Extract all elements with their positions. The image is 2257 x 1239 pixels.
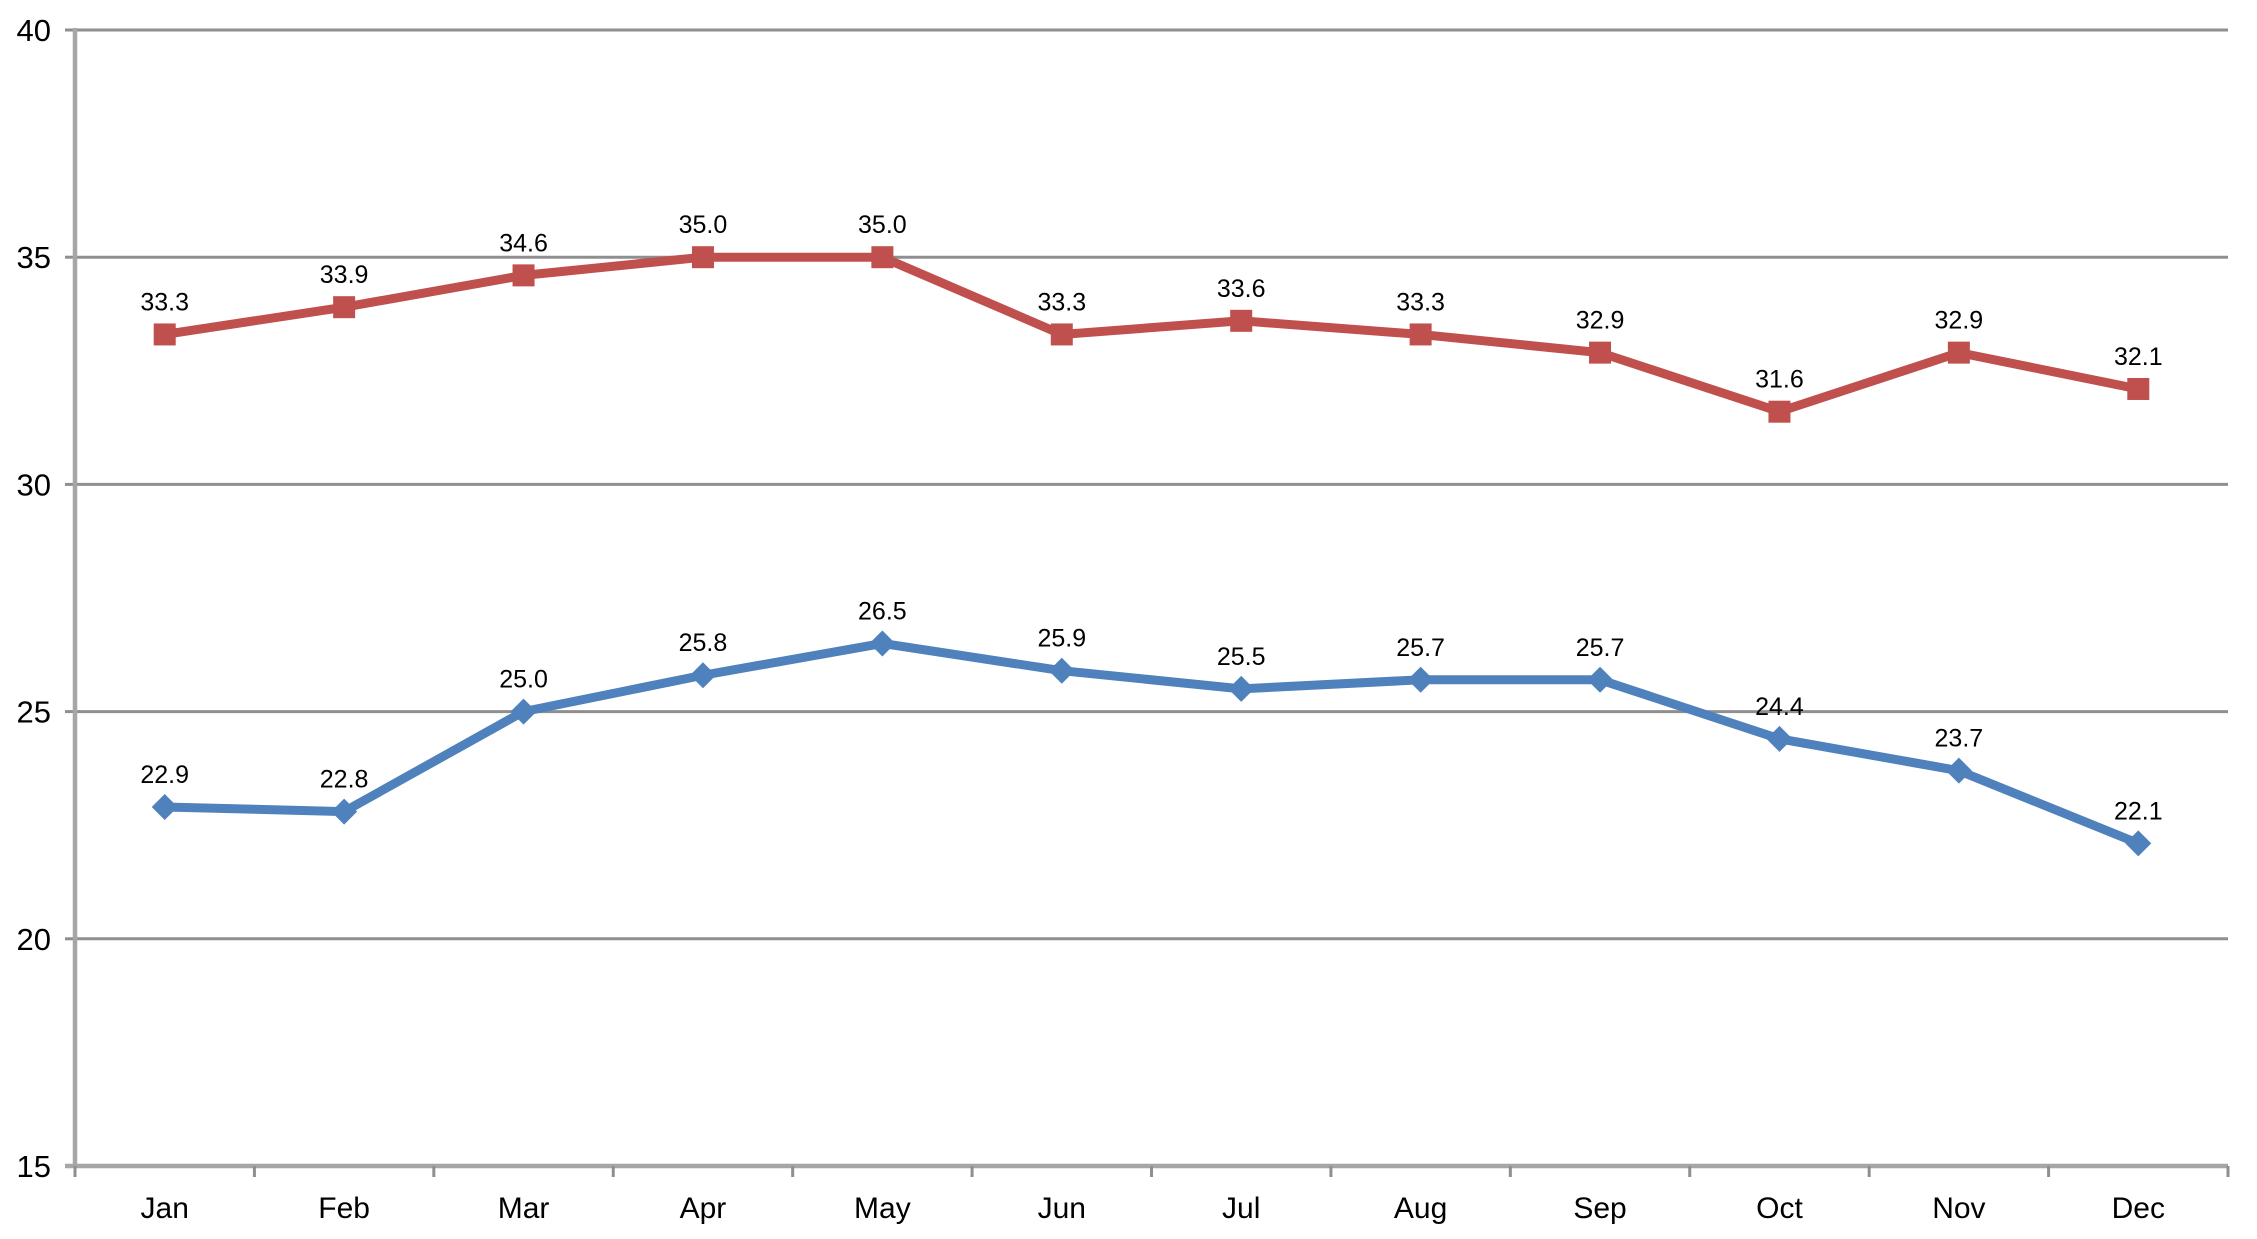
y-axis-tick-label: 25 bbox=[17, 695, 51, 730]
x-axis-category-label: Oct bbox=[1756, 1192, 1803, 1225]
y-axis-tick-label: 15 bbox=[17, 1149, 51, 1184]
upper-red-series-marker bbox=[153, 323, 176, 346]
x-axis-category-label: Jun bbox=[1038, 1192, 1086, 1225]
lower-blue-series-data-label: 25.5 bbox=[1217, 643, 1266, 671]
lower-blue-series-data-label: 22.9 bbox=[140, 761, 189, 789]
lower-blue-series-data-label: 22.1 bbox=[2114, 797, 2163, 825]
lower-blue-series-marker bbox=[2125, 830, 2152, 857]
upper-red-series-marker bbox=[691, 246, 714, 269]
upper-red-series-marker bbox=[2127, 377, 2150, 400]
lower-blue-series-marker bbox=[151, 794, 178, 821]
lower-blue-series-data-label: 24.4 bbox=[1755, 693, 1804, 721]
upper-red-series-marker bbox=[1050, 323, 1073, 346]
lower-blue-series-data-label: 25.9 bbox=[1037, 625, 1086, 653]
lower-blue-series-marker bbox=[331, 798, 358, 825]
upper-red-series-data-label: 32.9 bbox=[1935, 307, 1984, 335]
x-axis-category-label: Jan bbox=[141, 1192, 189, 1225]
y-axis-tick-label: 35 bbox=[17, 240, 51, 275]
lower-blue-series-marker bbox=[510, 698, 537, 725]
lower-blue-series-data-label: 25.8 bbox=[679, 629, 728, 657]
upper-red-series-data-label: 35.0 bbox=[858, 211, 907, 239]
x-axis-category-label: Mar bbox=[498, 1192, 550, 1225]
lower-blue-series-data-label: 26.5 bbox=[858, 597, 907, 625]
lower-blue-series-marker bbox=[1048, 657, 1075, 684]
upper-red-series-data-label: 33.3 bbox=[1037, 288, 1086, 316]
upper-red-series-marker bbox=[1768, 400, 1791, 423]
x-axis-category-label: Nov bbox=[1932, 1192, 1985, 1225]
x-axis-category-label: Jul bbox=[1222, 1192, 1260, 1225]
upper-red-series-data-label: 32.9 bbox=[1576, 307, 1625, 335]
upper-red-series-data-label: 34.6 bbox=[499, 229, 548, 257]
y-axis-tick-label: 40 bbox=[17, 13, 51, 48]
upper-red-series-marker bbox=[333, 296, 356, 319]
lower-blue-series-data-label: 22.8 bbox=[320, 766, 369, 794]
x-axis-category-label: Sep bbox=[1573, 1192, 1626, 1225]
lower-blue-series-line bbox=[164, 638, 2140, 848]
x-axis-category-label: May bbox=[854, 1192, 911, 1225]
upper-red-series-marker bbox=[1589, 341, 1612, 364]
lower-blue-series-data-label: 25.7 bbox=[1576, 634, 1625, 662]
upper-red-series-line bbox=[164, 252, 2140, 417]
upper-red-series-data-label: 33.3 bbox=[1396, 288, 1445, 316]
lower-blue-series-data-label: 25.0 bbox=[499, 666, 548, 694]
x-axis-category-label: Feb bbox=[318, 1192, 370, 1225]
upper-red-series-marker bbox=[1947, 341, 1970, 364]
y-axis-tick-label: 20 bbox=[17, 922, 51, 957]
lower-blue-series-marker bbox=[1228, 675, 1255, 702]
x-axis-category-label: Aug bbox=[1394, 1192, 1447, 1225]
upper-red-series-data-label: 32.1 bbox=[2114, 343, 2163, 371]
lower-blue-series-data-label: 25.7 bbox=[1396, 634, 1445, 662]
lower-blue-series-marker bbox=[1945, 757, 1972, 784]
lower-blue-series-marker bbox=[1587, 666, 1614, 693]
lower-blue-series-marker bbox=[1407, 666, 1434, 693]
y-axis-tick-label: 30 bbox=[17, 467, 51, 502]
lower-blue-series-marker bbox=[1766, 725, 1793, 752]
lower-blue-series-marker bbox=[689, 662, 716, 689]
x-axis-category-label: Dec bbox=[2112, 1192, 2165, 1225]
lower-blue-series-data-label: 23.7 bbox=[1935, 725, 1984, 753]
upper-red-series-data-label: 31.6 bbox=[1755, 366, 1804, 394]
upper-red-series-data-label: 33.6 bbox=[1217, 275, 1266, 303]
upper-red-series-marker bbox=[1409, 323, 1432, 346]
upper-red-series-marker bbox=[1230, 309, 1253, 332]
lower-blue-series-marker bbox=[869, 630, 896, 657]
x-axis-category-label: Apr bbox=[680, 1192, 727, 1225]
upper-red-series-marker bbox=[512, 264, 535, 287]
upper-red-series-marker bbox=[871, 246, 894, 269]
upper-red-series-data-label: 33.9 bbox=[320, 261, 369, 289]
upper-red-series-data-label: 33.3 bbox=[140, 288, 189, 316]
upper-red-series-data-label: 35.0 bbox=[679, 211, 728, 239]
